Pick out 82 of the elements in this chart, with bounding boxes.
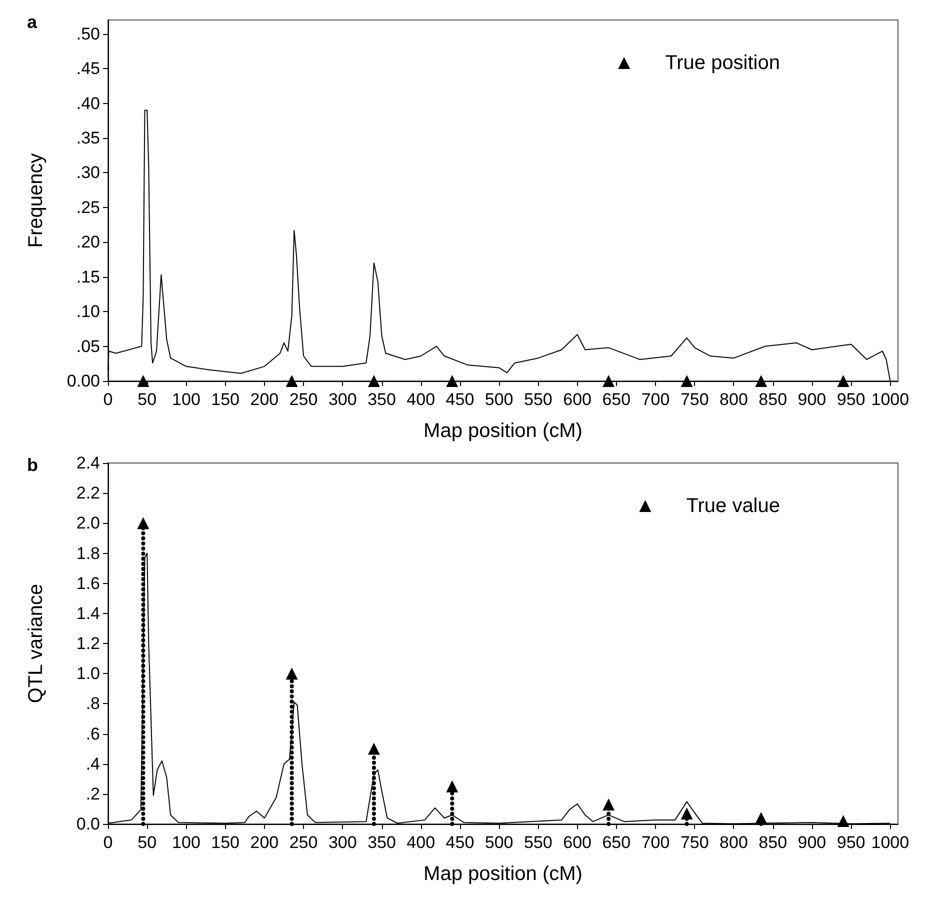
point xyxy=(680,807,693,820)
y-tick-label: .4 xyxy=(86,754,100,774)
y-tick-label: .15 xyxy=(76,267,100,286)
legend-label: True position xyxy=(665,52,780,74)
x-tick-label: 850 xyxy=(758,390,788,409)
point xyxy=(368,742,380,755)
point xyxy=(602,798,615,810)
y-axis-title: QTL variance xyxy=(25,584,47,704)
y-tick-label: 1.0 xyxy=(76,664,100,684)
x-tick-label: 100 xyxy=(172,833,200,852)
y-tick-label: 2.4 xyxy=(76,454,100,472)
x-tick-label: 100 xyxy=(172,390,200,409)
y-tick-label: .05 xyxy=(76,336,100,356)
chart-title: a xyxy=(27,12,38,32)
x-tick-label: 900 xyxy=(798,833,826,852)
x-tick-label: 1000 xyxy=(871,833,910,852)
y-tick-label: 1.6 xyxy=(76,574,100,593)
x-tick-label: 200 xyxy=(250,833,279,852)
x-tick-label: 700 xyxy=(641,390,670,409)
x-axis-title: Map position (cM) xyxy=(424,863,582,885)
x-tick-label: 300 xyxy=(328,390,357,409)
x-tick-label: 750 xyxy=(680,833,709,852)
x-tick-label: 250 xyxy=(289,833,318,852)
x-tick-label: 50 xyxy=(138,833,157,852)
x-tick-label: 550 xyxy=(524,390,552,409)
x-tick-label: 800 xyxy=(720,390,748,409)
x-axis-title: Map position (cM) xyxy=(424,420,582,442)
y-tick-label: .10 xyxy=(76,302,100,322)
x-tick-label: 800 xyxy=(720,833,748,852)
x-tick-label: 0 xyxy=(103,833,113,852)
x-tick-label: 650 xyxy=(602,390,631,409)
y-axis-title: Frequency xyxy=(25,153,47,248)
x-tick-label: 350 xyxy=(368,390,396,409)
y-tick-label: .45 xyxy=(76,59,100,78)
x-tick-label: 950 xyxy=(836,833,866,852)
x-tick-label: 700 xyxy=(641,833,670,852)
y-tick-label: 1.8 xyxy=(76,544,100,563)
x-tick-label: 750 xyxy=(680,390,709,409)
x-tick-label: 950 xyxy=(836,390,866,409)
x-tick-label: 250 xyxy=(289,390,318,409)
x-tick-label: 0 xyxy=(103,390,113,409)
y-tick-label: 1.4 xyxy=(76,604,100,623)
x-tick-label: 600 xyxy=(563,833,592,852)
x-tick-label: 600 xyxy=(563,390,592,409)
y-tick-label: .30 xyxy=(76,163,100,182)
x-tick-label: 200 xyxy=(250,390,279,409)
point xyxy=(286,668,298,680)
x-tick-label: 500 xyxy=(484,390,514,409)
x-tick-label: 150 xyxy=(211,390,240,409)
y-tick-label: .35 xyxy=(76,128,100,148)
x-tick-label: 650 xyxy=(602,833,631,852)
y-tick-label: 0.0 xyxy=(76,814,100,834)
x-tick-label: 850 xyxy=(758,833,788,852)
y-tick-label: .20 xyxy=(76,232,100,252)
x-tick-label: 450 xyxy=(446,390,474,409)
chart-title: b xyxy=(27,455,38,475)
x-tick-label: 350 xyxy=(368,833,396,852)
x-tick-label: 900 xyxy=(798,390,826,409)
y-tick-label: .8 xyxy=(86,694,100,714)
x-tick-label: 450 xyxy=(446,833,474,852)
point xyxy=(137,517,150,530)
y-tick-label: .40 xyxy=(76,94,100,113)
y-tick-label: .6 xyxy=(86,724,100,744)
point xyxy=(755,812,768,824)
x-tick-label: 1000 xyxy=(871,390,910,409)
y-tick-label: .25 xyxy=(76,198,100,217)
y-tick-label: 0.00 xyxy=(66,372,100,390)
y-tick-label: 2.0 xyxy=(76,514,100,533)
y-tick-label: 2.2 xyxy=(76,484,100,503)
point xyxy=(837,814,850,827)
x-tick-label: 150 xyxy=(211,833,240,852)
y-tick-label: .50 xyxy=(76,24,100,44)
x-tick-label: 300 xyxy=(328,833,357,852)
x-tick-label: 550 xyxy=(524,833,552,852)
x-tick-label: 400 xyxy=(406,833,436,852)
y-tick-label: 1.2 xyxy=(76,634,100,653)
x-tick-label: 500 xyxy=(484,833,514,852)
point xyxy=(446,780,458,792)
x-tick-label: 400 xyxy=(406,390,436,409)
y-tick-label: .2 xyxy=(86,784,100,804)
x-tick-label: 50 xyxy=(138,390,157,409)
legend-label: True value xyxy=(686,495,780,517)
